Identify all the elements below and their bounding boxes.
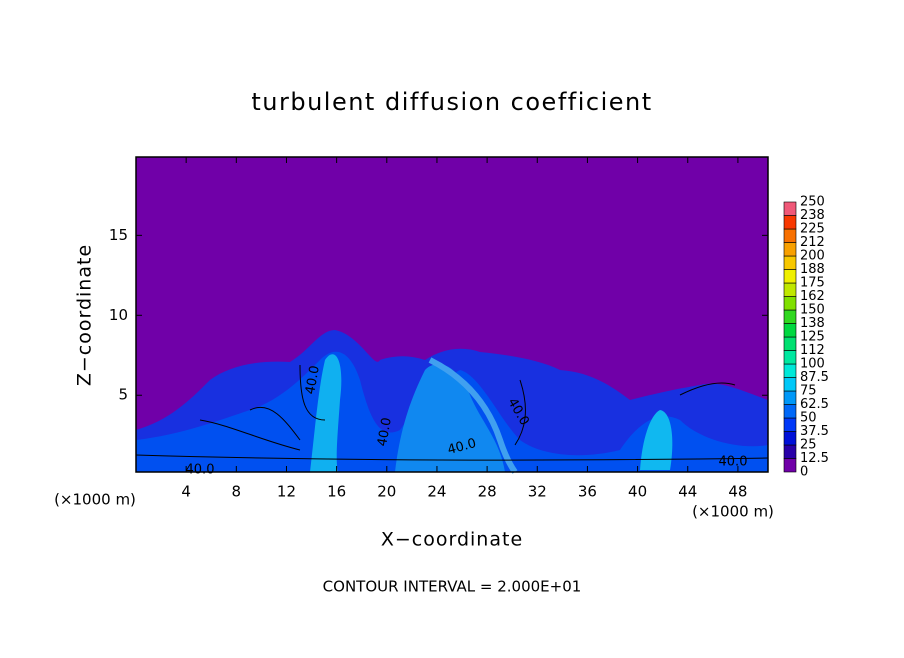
colorbar-label: 225 <box>800 222 825 237</box>
colorbar-label: 175 <box>800 276 825 291</box>
x-tick-label: 36 <box>578 483 597 501</box>
x-unit-label: (×1000 m) <box>692 503 774 521</box>
footer: CONTOUR INTERVAL = 2.000E+01 <box>323 578 582 596</box>
colorbar-label: 12.5 <box>800 451 829 466</box>
x-tick-label: 40 <box>628 483 647 501</box>
colorbar-box <box>783 242 797 257</box>
x-tick-label: 12 <box>277 483 296 501</box>
colorbar-box <box>783 336 797 351</box>
colorbar-box <box>783 458 797 473</box>
colorbar-box <box>783 228 797 243</box>
chart-title: turbulent diffusion coefficient <box>251 88 652 116</box>
contour-label: 40.0 <box>186 463 215 478</box>
y-axis-label: Z−coordinate <box>74 244 96 386</box>
colorbar-box <box>783 417 797 432</box>
colorbar-box <box>783 350 797 365</box>
contour-label: 40.0 <box>719 455 748 470</box>
contour-line <box>135 364 769 461</box>
y-tick-label: 10 <box>109 306 128 324</box>
colorbar-box <box>783 444 797 459</box>
colorbar-box <box>783 269 797 284</box>
x-tick-label: 16 <box>327 483 346 501</box>
colorbar-label: 188 <box>800 262 825 277</box>
field-region <box>395 364 505 472</box>
colorbar-label: 37.5 <box>800 424 829 439</box>
colorbar-box <box>783 282 797 297</box>
colorbar-box <box>783 201 797 216</box>
contour-label: 40.0 <box>303 364 323 395</box>
colorbar-label: 125 <box>800 330 825 345</box>
y-tick-label: 15 <box>109 226 128 244</box>
x-tick-label: 28 <box>478 483 497 501</box>
colorbar-box <box>783 323 797 338</box>
colorbar-box <box>783 377 797 392</box>
colorbar-label: 50 <box>800 411 817 426</box>
field <box>135 330 769 474</box>
colorbar-label: 200 <box>800 249 825 264</box>
colorbar-label: 25 <box>800 438 817 453</box>
colorbar-box <box>783 431 797 446</box>
contour-label: 40.0 <box>375 416 395 447</box>
colorbar-box <box>783 215 797 230</box>
x-tick-label: 48 <box>728 483 747 501</box>
field-region <box>310 354 342 472</box>
colorbar-label: 75 <box>800 384 817 399</box>
colorbar-label: 212 <box>800 235 825 250</box>
colorbar-box <box>783 363 797 378</box>
colorbar-label: 150 <box>800 303 825 318</box>
x-tick-label: 20 <box>377 483 396 501</box>
x-axis-label: X−coordinate <box>381 529 523 551</box>
x-unit-label: (×1000 m) <box>54 491 136 509</box>
field-streak <box>428 357 518 474</box>
x-tick-label: 24 <box>427 483 446 501</box>
x-tick-label: 8 <box>232 483 242 501</box>
colorbar-box <box>783 255 797 270</box>
x-tick-label: 32 <box>528 483 547 501</box>
x-tick-label: 44 <box>678 483 697 501</box>
colorbar-box <box>783 296 797 311</box>
x-tick-label: 4 <box>181 483 191 501</box>
colorbar-label: 62.5 <box>800 397 829 412</box>
colorbar-label: 87.5 <box>800 370 829 385</box>
colorbar-box <box>783 309 797 324</box>
colorbar-label: 138 <box>800 316 825 331</box>
y-tick-label: 5 <box>118 386 128 404</box>
field-region <box>640 410 673 470</box>
colorbar-box <box>783 390 797 405</box>
colorbar-label: 162 <box>800 289 825 304</box>
colorbar-label: 238 <box>800 208 825 223</box>
colorbar-label: 250 <box>800 195 825 210</box>
plot-area <box>135 156 769 474</box>
colorbar-label: 0 <box>800 465 808 480</box>
colorbar-box <box>783 404 797 419</box>
plot-frame <box>135 156 769 473</box>
contour-label: 40.0 <box>446 436 478 458</box>
colorbar-label: 100 <box>800 357 825 372</box>
colorbar-label: 112 <box>800 343 825 358</box>
